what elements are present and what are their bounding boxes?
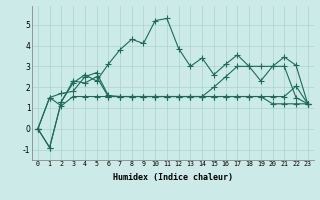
X-axis label: Humidex (Indice chaleur): Humidex (Indice chaleur) <box>113 173 233 182</box>
